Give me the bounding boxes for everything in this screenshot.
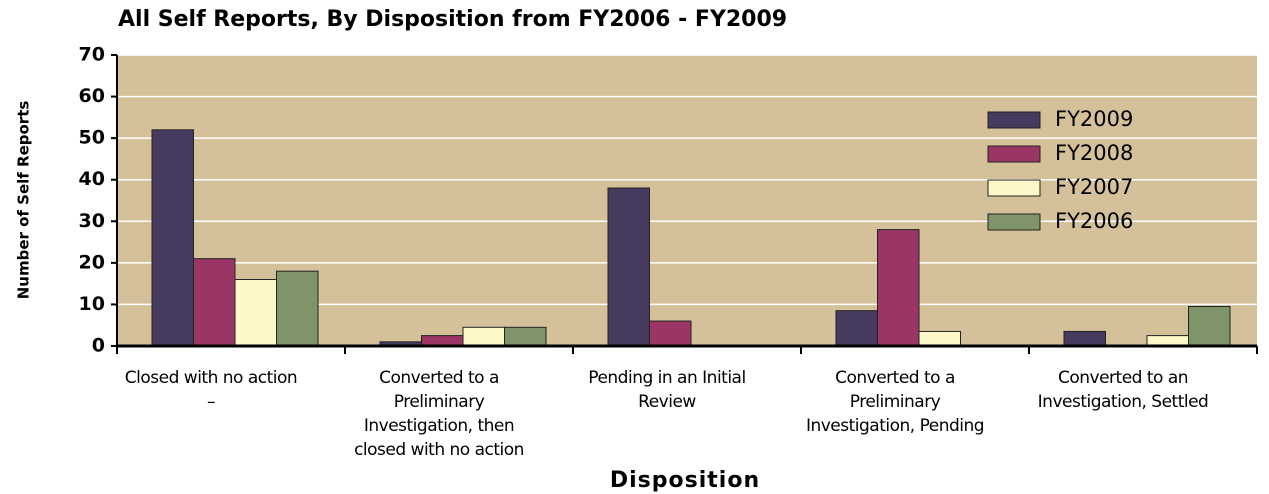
y-axis-title: Number of Self Reports	[15, 101, 33, 300]
x-tick-label: Pending in an Initial Review	[588, 368, 745, 412]
x-tick-label: Closed with no action –	[125, 368, 297, 412]
y-tick-label: 50	[79, 127, 105, 149]
legend-swatch	[987, 145, 1041, 163]
bar	[835, 310, 878, 347]
legend-label: FY2009	[1055, 107, 1133, 131]
bar	[504, 326, 547, 347]
y-tick-label: 10	[79, 293, 105, 315]
legend-label: FY2008	[1055, 141, 1133, 165]
bar	[193, 258, 236, 347]
bar	[462, 326, 505, 347]
bar	[276, 270, 319, 347]
bar	[649, 320, 692, 347]
bar	[1188, 306, 1231, 347]
x-tick-label: Converted to an Investigation, Settled	[1038, 368, 1209, 412]
y-tick-label: 0	[92, 335, 105, 357]
bar	[234, 278, 277, 347]
x-tick-label: Converted to a Preliminary Investigation, …	[354, 368, 524, 460]
y-tick-label: 70	[79, 44, 105, 66]
y-tick-label: 60	[79, 85, 105, 107]
bar	[918, 330, 961, 347]
legend-swatch	[987, 213, 1041, 231]
y-tick-label: 30	[79, 210, 105, 232]
legend-swatch	[987, 179, 1041, 197]
bar	[151, 129, 194, 347]
bar	[421, 335, 464, 347]
legend-label: FY2007	[1055, 175, 1133, 199]
y-tick-label: 40	[79, 168, 105, 190]
x-axis-title: Disposition	[610, 468, 760, 493]
bar	[877, 229, 920, 347]
y-tick-label: 20	[79, 251, 105, 273]
legend-label: FY2006	[1055, 209, 1133, 233]
bar	[1063, 330, 1106, 347]
legend-swatch	[987, 111, 1041, 129]
x-tick-label: Converted to a Preliminary Investigation, …	[806, 368, 984, 436]
bar	[1146, 335, 1189, 347]
chart-title: All Self Reports, By Disposition from FY…	[118, 7, 787, 32]
bar	[607, 187, 650, 347]
